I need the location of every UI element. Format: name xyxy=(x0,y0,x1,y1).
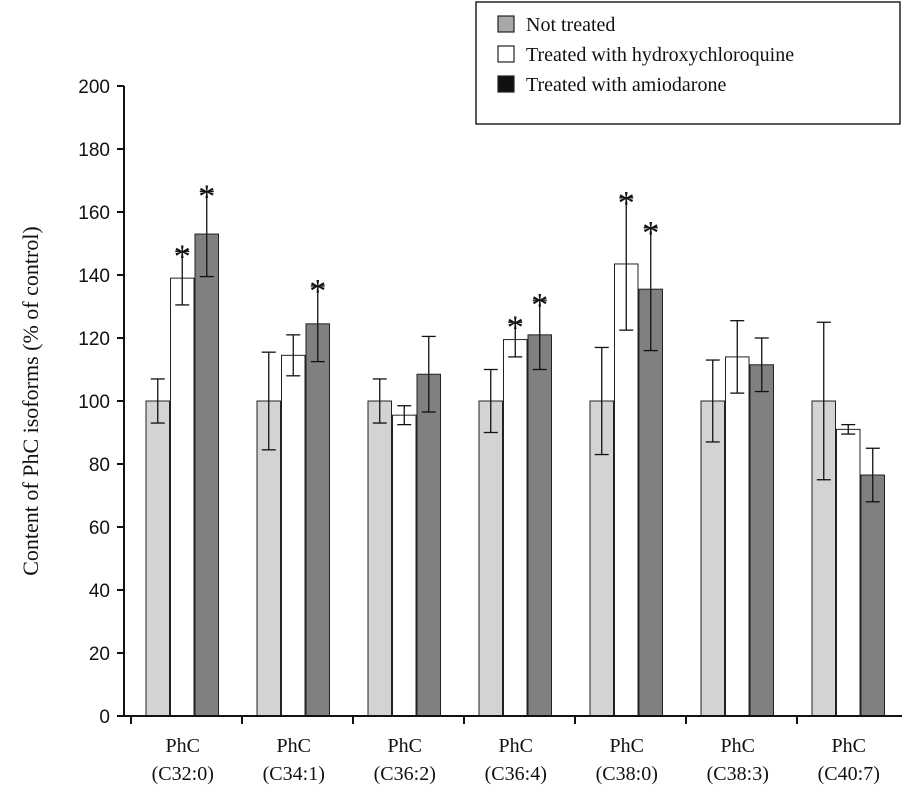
x-tick-label-line1: PhC xyxy=(610,735,644,757)
significance-marker: * xyxy=(642,215,659,252)
x-tick-label-line2: (C36:2) xyxy=(374,763,436,785)
bar xyxy=(836,428,861,717)
legend-swatch xyxy=(497,45,515,63)
bar xyxy=(281,354,306,717)
y-tick-label: 80 xyxy=(89,455,110,476)
y-tick-label: 40 xyxy=(89,581,110,602)
bar xyxy=(478,400,503,717)
y-tick-label: 60 xyxy=(89,518,110,539)
y-axis-label: Content of PhC isoforms (% of control) xyxy=(18,226,43,576)
bar xyxy=(700,400,725,717)
significance-marker: * xyxy=(198,179,215,216)
y-tick-label: 140 xyxy=(78,266,110,287)
bar xyxy=(305,323,330,717)
bar xyxy=(725,356,750,717)
significance-marker: * xyxy=(531,287,548,324)
x-tick-label-line2: (C38:3) xyxy=(707,763,769,785)
y-tick-label: 120 xyxy=(78,329,110,350)
y-tick-label: 20 xyxy=(89,644,110,665)
bar xyxy=(749,364,774,717)
y-tick-label: 0 xyxy=(99,707,110,728)
significance-marker: * xyxy=(174,238,191,275)
x-tick-label-line1: PhC xyxy=(832,735,866,757)
legend-label: Treated with hydroxychloroquine xyxy=(526,44,794,66)
bar xyxy=(145,400,170,717)
bar xyxy=(614,263,639,717)
x-tick-label-line1: PhC xyxy=(721,735,755,757)
legend-swatch xyxy=(497,75,515,93)
legend-label: Not treated xyxy=(526,14,615,36)
x-tick-label-line2: (C40:7) xyxy=(818,763,880,785)
bar xyxy=(638,288,663,717)
y-tick-label: 180 xyxy=(78,140,110,161)
bar xyxy=(367,400,392,717)
x-tick-label-line2: (C36:4) xyxy=(485,763,547,785)
y-tick-label: 100 xyxy=(78,392,110,413)
bar xyxy=(392,414,417,717)
legend-box xyxy=(475,1,901,125)
legend-label: Treated with amiodarone xyxy=(526,74,726,96)
x-tick-label-line2: (C38:0) xyxy=(596,763,658,785)
x-tick-label-line1: PhC xyxy=(166,735,200,757)
significance-marker: * xyxy=(507,309,524,346)
legend-swatch xyxy=(497,15,515,33)
significance-marker: * xyxy=(309,273,326,310)
x-tick-label-line1: PhC xyxy=(277,735,311,757)
bar xyxy=(170,277,195,717)
bar xyxy=(416,373,441,717)
x-tick-label-line2: (C32:0) xyxy=(152,763,214,785)
bar xyxy=(527,334,552,717)
x-tick-label-line1: PhC xyxy=(388,735,422,757)
y-tick-label: 160 xyxy=(78,203,110,224)
bar xyxy=(503,339,528,717)
x-tick-label-line1: PhC xyxy=(499,735,533,757)
x-tick-label-line2: (C34:1) xyxy=(263,763,325,785)
bar xyxy=(194,233,219,717)
y-tick-label: 200 xyxy=(78,77,110,98)
significance-marker: * xyxy=(618,185,635,222)
bar xyxy=(860,474,885,717)
